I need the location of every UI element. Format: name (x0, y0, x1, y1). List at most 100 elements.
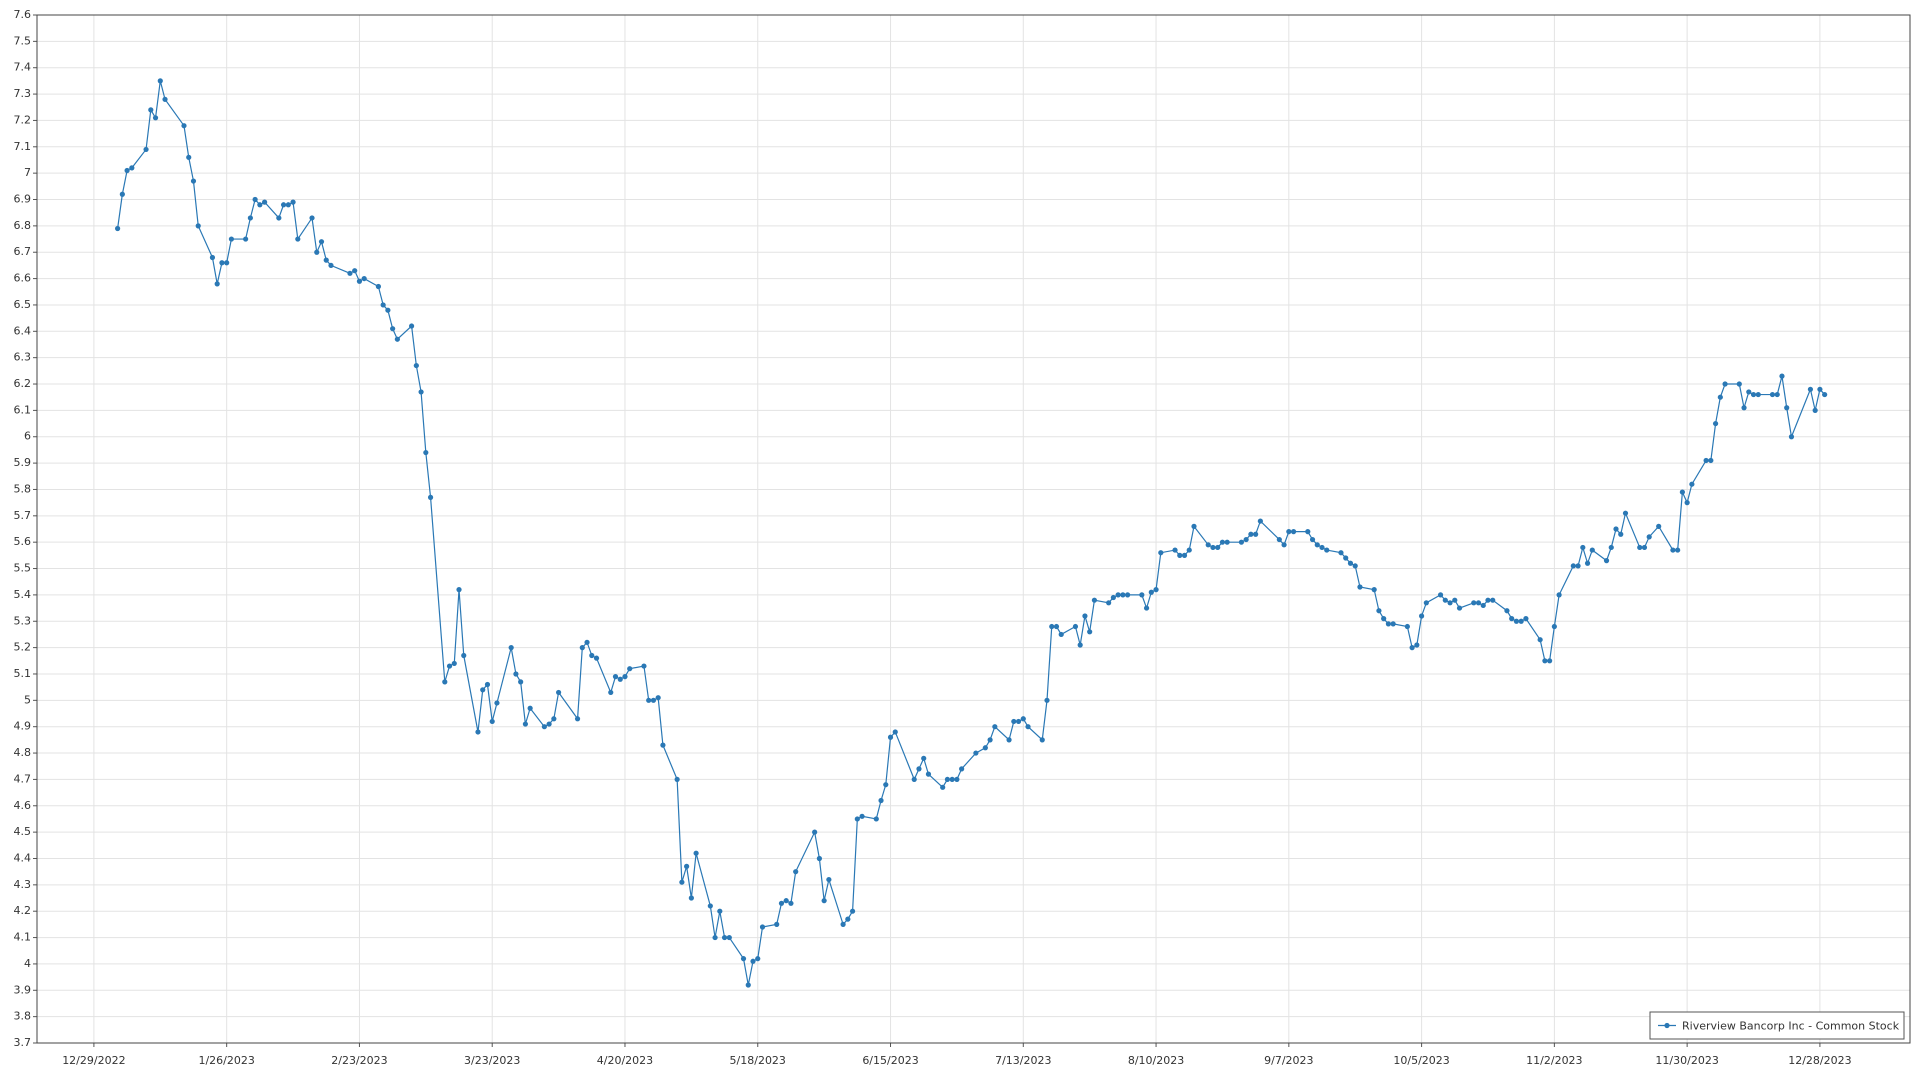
data-point (1290, 529, 1297, 535)
y-tick-label: 4.2 (14, 904, 32, 917)
y-tick-label: 4.6 (14, 799, 32, 812)
legend-box (1649, 1011, 1905, 1040)
data-point (276, 215, 282, 221)
data-point (541, 724, 547, 730)
y-tick-label: 5.1 (14, 667, 32, 680)
data-point (195, 223, 201, 229)
data-point (925, 771, 932, 777)
data-point (783, 898, 789, 904)
data-point (1817, 386, 1823, 392)
data-point (617, 676, 623, 682)
data-point (878, 797, 884, 804)
data-point (821, 898, 827, 904)
data-point (940, 784, 946, 790)
y-tick-label: 7.5 (14, 34, 32, 47)
data-point (740, 956, 747, 962)
data-point (1675, 547, 1681, 553)
data-point (873, 816, 879, 822)
data-point (589, 652, 595, 659)
data-point (1338, 550, 1344, 556)
y-tick-label: 6.5 (14, 298, 32, 311)
data-point (280, 202, 287, 208)
data-point (840, 921, 846, 927)
data-point (892, 729, 898, 735)
data-point (992, 724, 998, 730)
data-point (641, 663, 647, 669)
data-point (1570, 563, 1576, 569)
y-tick-label: 7.6 (14, 8, 32, 21)
legend-swatch-marker (1664, 1022, 1670, 1029)
data-point (612, 674, 619, 680)
y-tick-label: 4.9 (14, 720, 32, 733)
data-point (257, 202, 263, 208)
data-point (1238, 539, 1245, 545)
data-point (1679, 489, 1685, 495)
data-point (1547, 658, 1553, 664)
data-point (494, 700, 500, 706)
data-point (1471, 600, 1477, 606)
data-point (883, 782, 889, 788)
data-point (385, 307, 391, 313)
data-point (119, 191, 125, 197)
data-point (655, 695, 661, 701)
data-point (1684, 500, 1690, 506)
data-point (973, 750, 979, 756)
y-tick-label: 3.7 (14, 1036, 32, 1049)
data-point (1039, 737, 1045, 743)
data-point (508, 645, 514, 651)
data-point (1177, 552, 1183, 558)
y-tick-label: 6.4 (14, 324, 32, 337)
data-point (1077, 642, 1083, 648)
y-tick-label: 3.8 (14, 1010, 32, 1023)
data-point (375, 283, 382, 290)
data-point (1575, 563, 1581, 569)
x-tick-label: 12/29/2022 (62, 1054, 125, 1067)
data-point (1091, 597, 1098, 603)
x-tick-label: 12/28/2023 (1788, 1054, 1851, 1067)
data-point (674, 776, 680, 783)
data-point (394, 336, 400, 342)
y-tick-label: 7.2 (14, 113, 32, 126)
x-tick-label: 3/23/2023 (464, 1054, 520, 1067)
data-point (1219, 539, 1226, 545)
y-tick-label: 5.3 (14, 614, 32, 627)
y-tick-label: 7.1 (14, 140, 32, 153)
data-point (480, 687, 486, 693)
y-tick-label: 3.9 (14, 983, 32, 996)
x-tick-label: 9/7/2023 (1264, 1054, 1313, 1067)
y-tick-label: 6.9 (14, 193, 32, 206)
data-point (214, 281, 220, 287)
data-point (1584, 560, 1591, 566)
data-point (1276, 536, 1282, 543)
data-point (793, 869, 799, 875)
y-tick-label: 5.7 (14, 509, 32, 522)
data-point (555, 689, 562, 696)
data-point (1788, 434, 1795, 440)
data-point (1812, 407, 1818, 413)
plot-border (36, 14, 1911, 1044)
data-point (1172, 547, 1178, 553)
y-tick-label: 6.3 (14, 351, 32, 364)
data-point (361, 275, 367, 282)
data-point (859, 813, 865, 819)
data-point (1343, 555, 1349, 561)
data-point (380, 302, 386, 308)
data-point (1106, 600, 1112, 606)
data-point (1153, 587, 1159, 593)
data-point (1120, 592, 1126, 598)
data-point (228, 236, 235, 242)
data-point (1603, 558, 1610, 564)
data-point (1404, 623, 1410, 630)
data-point (1371, 587, 1377, 593)
series-line (117, 80, 1826, 986)
data-point (1741, 405, 1747, 411)
data-point (243, 236, 249, 242)
data-point (1456, 605, 1463, 611)
y-tick-label: 6 (24, 430, 31, 443)
data-point (1641, 544, 1648, 551)
data-point (546, 721, 552, 727)
data-point (959, 766, 965, 772)
y-tick-label: 4.7 (14, 772, 32, 785)
data-point (1746, 389, 1752, 395)
data-point (1158, 550, 1164, 556)
